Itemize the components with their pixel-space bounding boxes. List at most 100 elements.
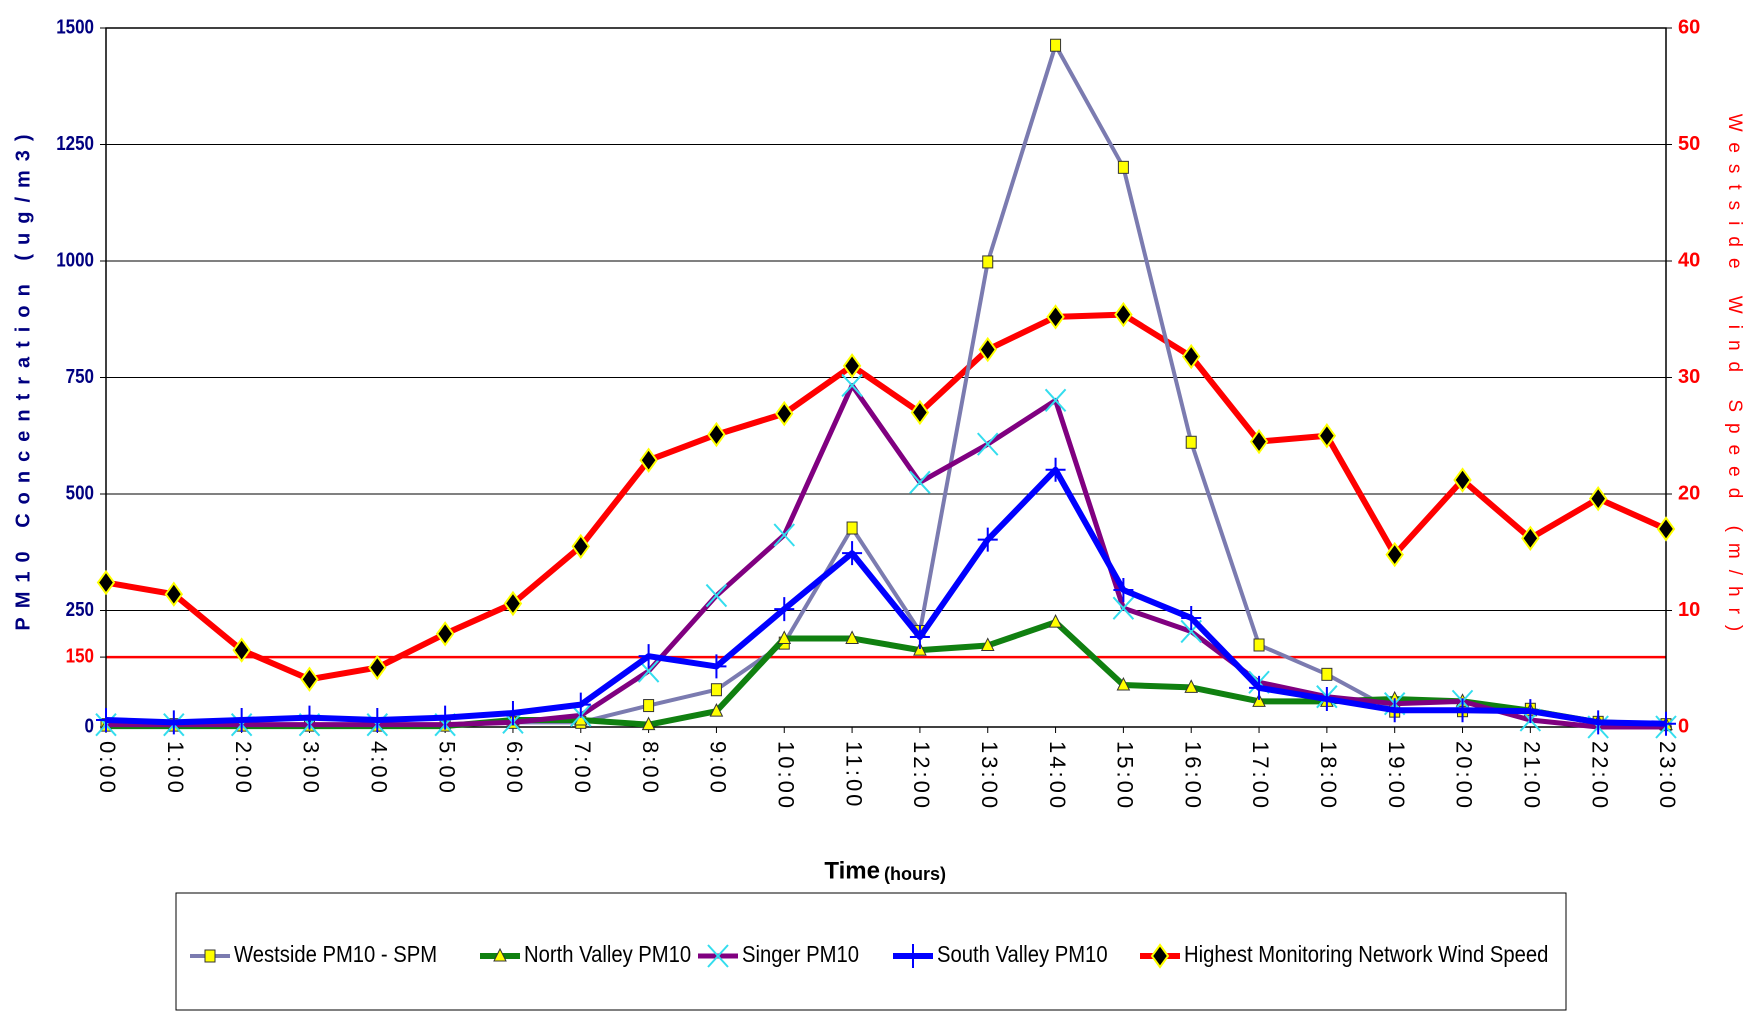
x-tick-label: 23:00 bbox=[1655, 741, 1680, 811]
marker bbox=[571, 533, 591, 560]
marker bbox=[493, 947, 507, 962]
marker bbox=[842, 541, 863, 566]
marker bbox=[1045, 457, 1066, 482]
x-tick-label: 21:00 bbox=[1520, 741, 1545, 811]
legend-label: Singer PM10 bbox=[742, 941, 859, 968]
marker bbox=[1588, 710, 1609, 735]
marker bbox=[982, 255, 994, 269]
marker bbox=[707, 944, 729, 968]
marker bbox=[1181, 605, 1202, 630]
y-tick-label: 500 bbox=[66, 481, 94, 504]
marker bbox=[1048, 614, 1063, 628]
marker bbox=[1181, 343, 1201, 370]
x-axis-title: Time bbox=[824, 857, 880, 884]
marker bbox=[1588, 485, 1608, 512]
marker bbox=[1113, 577, 1134, 602]
series-line bbox=[105, 311, 1668, 683]
marker bbox=[846, 521, 858, 535]
marker bbox=[1249, 428, 1269, 455]
marker bbox=[841, 373, 863, 398]
marker bbox=[978, 336, 997, 363]
marker bbox=[1116, 676, 1131, 691]
marker bbox=[1385, 541, 1404, 568]
x-tick-label: 11:00 bbox=[841, 741, 866, 809]
marker bbox=[910, 399, 930, 426]
legend-label: Westside PM10 - SPM bbox=[234, 941, 437, 968]
x-tick-label: 1:00 bbox=[163, 741, 188, 796]
marker bbox=[570, 692, 591, 717]
marker bbox=[1150, 943, 1170, 969]
x-tick-label: 17:00 bbox=[1248, 741, 1273, 811]
marker bbox=[1117, 160, 1129, 174]
x-tick-label: 9:00 bbox=[706, 741, 731, 796]
marker bbox=[909, 470, 931, 495]
x-tick-label: 12:00 bbox=[909, 741, 934, 811]
legend-label: Highest Monitoring Network Wind Speed bbox=[1184, 941, 1548, 968]
y2-tick-label: 0 bbox=[1678, 715, 1689, 737]
marker bbox=[842, 353, 862, 379]
marker bbox=[96, 708, 116, 733]
y-tick-label: 1500 bbox=[56, 15, 94, 38]
marker bbox=[1046, 304, 1065, 330]
marker bbox=[502, 701, 523, 726]
x-tick-label: 19:00 bbox=[1384, 741, 1409, 811]
marker bbox=[1112, 596, 1135, 620]
x-tick-label: 8:00 bbox=[638, 741, 663, 796]
series-line bbox=[105, 466, 1667, 727]
y-axis-title: PM10 Concentration (ug/m3) bbox=[12, 125, 34, 630]
marker bbox=[977, 527, 998, 552]
marker bbox=[231, 708, 252, 733]
marker bbox=[775, 400, 794, 427]
marker bbox=[1520, 699, 1541, 724]
x-tick-label: 4:00 bbox=[366, 741, 391, 796]
y-tick-label: 750 bbox=[66, 364, 94, 387]
x-tick-label: 13:00 bbox=[977, 741, 1002, 811]
marker bbox=[903, 944, 923, 968]
y2-axis-title: Westside Wind Speed (m/hr) bbox=[1724, 114, 1745, 643]
marker bbox=[163, 710, 184, 735]
x-tick-label: 7:00 bbox=[570, 741, 595, 796]
marker bbox=[299, 705, 320, 730]
series-line bbox=[106, 382, 1666, 730]
marker bbox=[1252, 693, 1266, 707]
x-axis-title-unit: (hours) bbox=[884, 864, 946, 884]
x-tick-label: 2:00 bbox=[231, 741, 256, 796]
marker bbox=[845, 630, 859, 644]
plot-border bbox=[105, 27, 1667, 728]
x-tick-label: 15:00 bbox=[1113, 741, 1138, 811]
marker bbox=[705, 583, 728, 608]
marker bbox=[1452, 698, 1473, 723]
marker bbox=[96, 569, 116, 596]
legend-label: South Valley PM10 bbox=[937, 941, 1108, 968]
x-tick-label: 14:00 bbox=[1045, 741, 1070, 811]
marker bbox=[710, 683, 722, 697]
marker bbox=[300, 666, 319, 692]
marker bbox=[435, 621, 455, 647]
marker bbox=[1114, 301, 1133, 328]
x-tick-label: 20:00 bbox=[1452, 741, 1477, 811]
marker bbox=[1316, 687, 1337, 712]
marker bbox=[639, 447, 658, 473]
marker bbox=[232, 637, 251, 663]
y-tick-label: 150 bbox=[66, 644, 94, 667]
marker bbox=[980, 637, 995, 651]
y2-tick-label: 30 bbox=[1678, 366, 1700, 388]
y2-tick-label: 60 bbox=[1678, 16, 1700, 38]
marker bbox=[773, 523, 796, 547]
y2-tick-label: 20 bbox=[1678, 482, 1700, 504]
marker bbox=[1317, 423, 1337, 449]
marker bbox=[913, 641, 927, 656]
marker bbox=[435, 705, 456, 730]
marker bbox=[1656, 516, 1676, 542]
marker bbox=[1384, 698, 1405, 723]
marker bbox=[1521, 525, 1540, 551]
marker bbox=[709, 703, 724, 717]
marker bbox=[638, 644, 659, 669]
marker bbox=[164, 581, 184, 607]
y-tick-label: 1250 bbox=[56, 131, 94, 154]
marker bbox=[1321, 667, 1333, 681]
x-tick-label: 3:00 bbox=[299, 741, 324, 796]
x-tick-label: 5:00 bbox=[434, 741, 459, 796]
y2-tick-label: 40 bbox=[1678, 249, 1700, 271]
